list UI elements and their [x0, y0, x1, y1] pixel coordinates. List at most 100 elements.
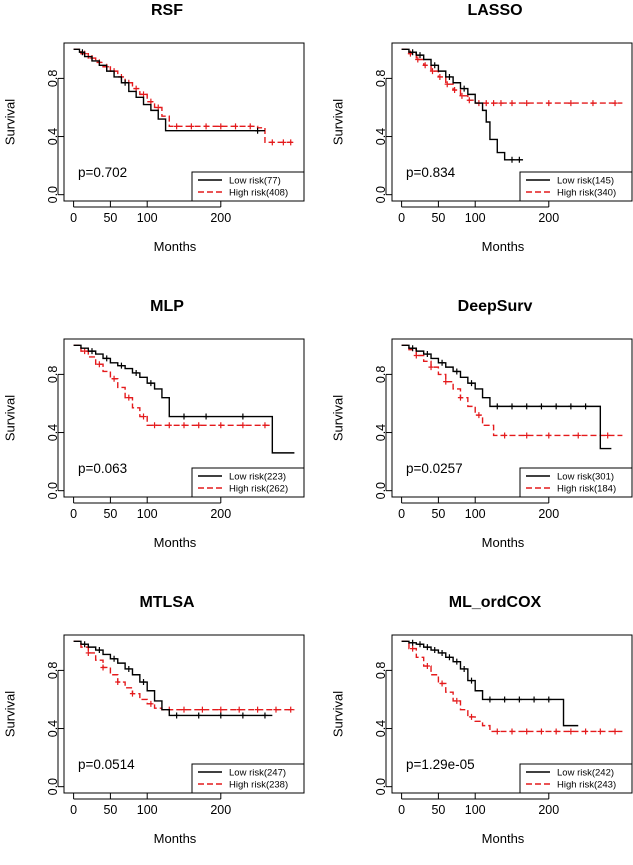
legend: Low risk(301)High risk(184): [519, 467, 633, 498]
x-tick-label: 50: [103, 507, 117, 521]
x-axis-label: Months: [154, 239, 197, 254]
high-risk-censor-mark: [218, 422, 224, 429]
plot-frame: [391, 42, 633, 202]
plot-frame: [63, 634, 305, 794]
high-risk-censor-mark: [196, 422, 202, 429]
km-panel-deepsurv: DeepSurv 0 50 100 200 0.0 0.4 0.8 Months Survival…: [331, 298, 633, 550]
high-risk-censor-mark: [111, 375, 117, 382]
km-panel-lasso: LASSO 0 50 100 200 0.0 0.4 0.8 Months Survival p=0…: [331, 2, 633, 254]
y-tick-label: 0.0: [374, 778, 388, 795]
y-axis-label: Survival: [3, 395, 18, 441]
high-risk-censor-mark: [568, 100, 574, 107]
legend: Low risk(223)High risk(262): [191, 467, 305, 498]
km-panel-ml-ordcox: ML_ordCOX 0 50 100 200 0.0 0.4 0.8 Months Surviva…: [331, 594, 633, 846]
low-risk-censor-mark: [410, 49, 416, 56]
legend-label: High risk(238): [229, 780, 288, 791]
high-risk-censor-mark: [509, 100, 515, 107]
p-value-label: p=1.29e-05: [406, 757, 475, 772]
low-risk-censor-mark: [133, 369, 139, 376]
high-risk-censor-mark: [181, 706, 187, 713]
high-risk-censor-mark: [483, 100, 489, 107]
high-risk-censor-mark: [590, 100, 596, 107]
low-risk-censor-mark: [79, 49, 86, 56]
legend-label: High risk(184): [557, 484, 616, 495]
low-risk-censor-mark: [140, 679, 147, 686]
high-risk-censor-mark: [140, 91, 147, 98]
low-risk-censor-mark: [203, 413, 209, 420]
low-risk-censor-mark: [487, 696, 493, 703]
y-axis-label: Survival: [331, 395, 346, 441]
x-tick-label: 0: [70, 507, 77, 521]
plot-frame: [391, 634, 633, 794]
high-risk-censor-mark: [273, 706, 279, 713]
low-risk-censor-mark: [524, 403, 530, 410]
low-risk-censor-mark: [218, 712, 224, 719]
y-tick-label: 0.8: [374, 70, 388, 87]
p-value-label: p=0.0514: [78, 757, 135, 772]
x-tick-label: 0: [398, 803, 405, 817]
low-risk-censor-mark: [516, 696, 522, 703]
high-risk-censor-mark: [96, 361, 102, 368]
low-risk-censor-mark: [454, 368, 460, 375]
low-risk-censor-mark: [509, 156, 515, 163]
x-axis-label: Months: [482, 831, 525, 846]
legend-box: [519, 467, 633, 498]
high-risk-censor-mark: [605, 432, 611, 439]
y-axis-label: Survival: [3, 691, 18, 737]
y-tick-label: 0.4: [374, 128, 388, 145]
low-risk-censor-mark: [262, 712, 268, 719]
legend-label: Low risk(77): [229, 176, 281, 187]
high-risk-censor-mark: [459, 92, 465, 99]
high-risk-censor-mark: [148, 98, 154, 105]
y-tick-label: 0.4: [46, 424, 60, 441]
low-risk-censor-mark: [432, 62, 438, 69]
y-tick-label: 0.8: [374, 662, 388, 679]
high-risk-censor-mark: [151, 422, 158, 429]
low-risk-censor-mark: [410, 639, 416, 646]
high-risk-censor-mark: [288, 706, 294, 713]
high-risk-censor-mark: [140, 413, 147, 420]
p-value-label: p=0.063: [78, 461, 127, 476]
chart-title: ML_ordCOX: [449, 594, 542, 611]
low-risk-censor-mark: [509, 403, 515, 410]
high-risk-censor-mark: [218, 123, 224, 130]
high-risk-censor-mark: [494, 728, 500, 735]
high-risk-censor-mark: [166, 422, 172, 429]
y-tick-label: 0.8: [46, 662, 60, 679]
chart-title: MTLSA: [139, 594, 195, 611]
low-risk-censor-mark: [181, 413, 187, 420]
low-risk-curve: [73, 344, 295, 454]
high-risk-curve: [73, 48, 295, 144]
low-risk-curve: [73, 640, 273, 717]
low-risk-censor-mark: [118, 362, 125, 369]
y-tick-label: 0.4: [46, 128, 60, 145]
x-tick-label: 200: [538, 803, 559, 817]
low-risk-censor-mark: [446, 73, 453, 80]
high-risk-censor-mark: [288, 139, 294, 146]
high-risk-censor-mark: [612, 728, 618, 735]
high-risk-censor-mark: [468, 713, 475, 720]
y-axis-label: Survival: [3, 99, 18, 145]
legend: Low risk(145)High risk(340): [519, 171, 633, 202]
low-risk-censor-mark: [568, 403, 574, 410]
high-risk-censor-mark: [410, 645, 416, 652]
legend-box: [191, 763, 305, 794]
high-risk-censor-mark: [155, 104, 161, 111]
high-risk-censor-mark: [457, 394, 464, 401]
low-risk-censor-mark: [240, 413, 246, 420]
high-risk-censor-mark: [126, 394, 132, 401]
low-risk-censor-mark: [553, 403, 559, 410]
chart-title: LASSO: [467, 2, 522, 19]
high-risk-censor-mark: [597, 728, 603, 735]
high-risk-censor-mark: [491, 100, 497, 107]
legend-label: Low risk(301): [557, 472, 614, 483]
low-risk-censor-mark: [148, 380, 154, 387]
legend-box: [191, 467, 305, 498]
low-risk-censor-mark: [516, 156, 522, 163]
high-risk-censor-mark: [181, 422, 187, 429]
low-risk-censor-mark: [454, 658, 460, 665]
high-risk-censor-mark: [437, 73, 443, 80]
legend-box: [191, 171, 305, 202]
low-risk-censor-mark: [104, 355, 110, 362]
high-risk-censor-mark: [428, 364, 434, 371]
